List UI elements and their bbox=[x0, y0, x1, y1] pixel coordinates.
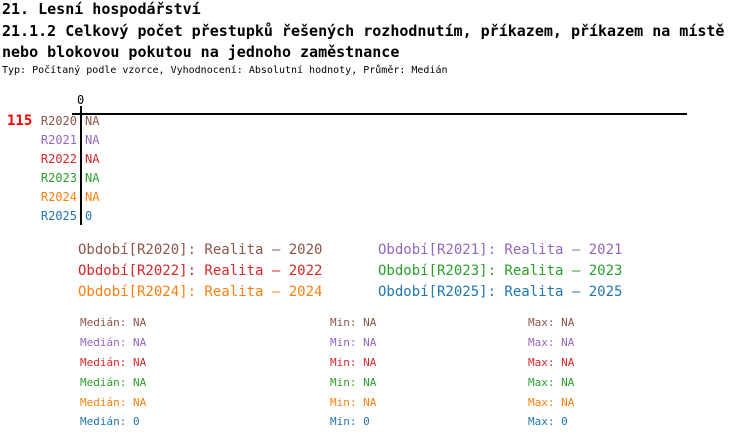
stat-median: Medián: 0 bbox=[80, 415, 140, 428]
stat-min: Min: NA bbox=[330, 316, 377, 329]
bar-value: NA bbox=[85, 190, 100, 204]
indicator-title-line2: nebo blokovou pokutou na jednoho zaměstn… bbox=[2, 43, 400, 61]
bar-value: NA bbox=[85, 171, 100, 185]
stat-max: Max: NA bbox=[528, 356, 575, 369]
bar-value: 0 bbox=[85, 209, 93, 223]
indicator-title-line1: 21.1.2 Celkový počet přestupků řešených … bbox=[2, 22, 725, 40]
stat-max: Max: NA bbox=[528, 396, 575, 409]
stat-max: Max: NA bbox=[528, 336, 575, 349]
bar-value: NA bbox=[85, 133, 100, 147]
category-label: R2020 bbox=[40, 114, 77, 128]
legend-item: Období[R2024]: Realita – 2024 bbox=[78, 284, 323, 300]
stat-median: Medián: NA bbox=[80, 376, 147, 389]
legend-item: Období[R2025]: Realita – 2025 bbox=[378, 284, 623, 300]
category-label: R2024 bbox=[40, 190, 77, 204]
stat-max: Max: NA bbox=[528, 316, 575, 329]
category-label: R2025 bbox=[40, 209, 77, 223]
legend-item: Období[R2021]: Realita – 2021 bbox=[378, 242, 623, 258]
row-count-annotation: 115 bbox=[7, 113, 33, 129]
stat-min: Min: 0 bbox=[330, 415, 370, 428]
stat-median: Medián: NA bbox=[80, 356, 147, 369]
stat-max: Max: NA bbox=[528, 376, 575, 389]
bar-value: NA bbox=[85, 114, 100, 128]
section-title: 21. Lesní hospodářství bbox=[2, 0, 201, 18]
bar-value: NA bbox=[85, 152, 100, 166]
legend-item: Období[R2023]: Realita – 2023 bbox=[378, 263, 623, 279]
category-label: R2021 bbox=[40, 133, 77, 147]
stat-median: Medián: NA bbox=[80, 396, 147, 409]
category-label: R2023 bbox=[40, 171, 77, 185]
value-axis-zero-tick-label: 0 bbox=[77, 93, 85, 107]
category-label: R2022 bbox=[40, 152, 77, 166]
zero-baseline bbox=[80, 106, 82, 225]
indicator-meta: Typ: Počítaný podle vzorce, Vyhodnocení:… bbox=[2, 65, 448, 76]
stat-median: Medián: NA bbox=[80, 336, 147, 349]
stat-min: Min: NA bbox=[330, 396, 377, 409]
stat-min: Min: NA bbox=[330, 356, 377, 369]
stat-max: Max: 0 bbox=[528, 415, 568, 428]
stat-median: Medián: NA bbox=[80, 316, 147, 329]
legend-item: Období[R2020]: Realita – 2020 bbox=[78, 242, 323, 258]
stat-min: Min: NA bbox=[330, 336, 377, 349]
legend-item: Období[R2022]: Realita – 2022 bbox=[78, 263, 323, 279]
stat-min: Min: NA bbox=[330, 376, 377, 389]
value-axis-line bbox=[72, 113, 687, 115]
